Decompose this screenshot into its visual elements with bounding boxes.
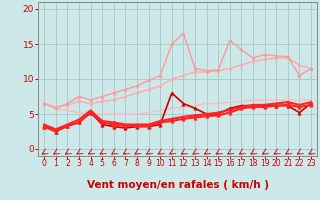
X-axis label: Vent moyen/en rafales ( km/h ): Vent moyen/en rafales ( km/h ) — [87, 180, 268, 190]
